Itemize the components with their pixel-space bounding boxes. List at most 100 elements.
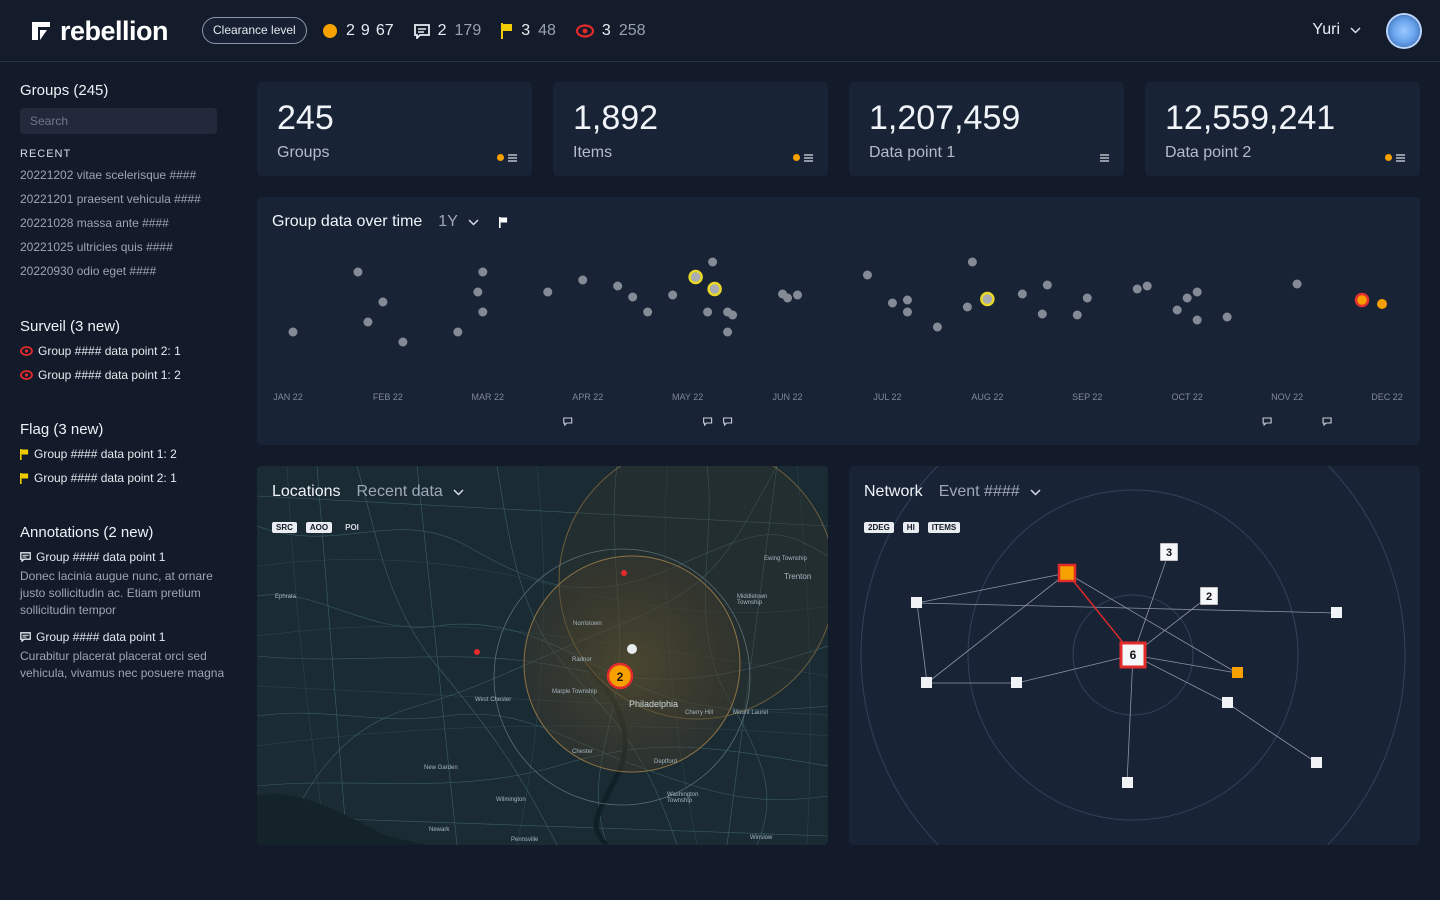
timeline-point[interactable] [708,257,718,267]
timeline-point[interactable] [902,307,912,317]
surveil-title[interactable]: Surveil (3 new) [20,318,121,335]
area-of-operation[interactable] [523,555,741,773]
annotation-marker-icon[interactable] [703,417,713,427]
recent-item[interactable]: 20220930 odio eget #### [20,264,157,278]
timeline-point[interactable] [613,281,623,291]
timeline-point[interactable] [1037,309,1047,319]
stat-card-data-point-2[interactable]: 12,559,241 Data point 2 [1145,82,1420,176]
timeline-point[interactable] [967,257,977,267]
network-node-labeled[interactable] [1159,542,1179,562]
stat-card-items[interactable]: 1,892 Items [553,82,828,176]
search-input[interactable]: Search [20,108,217,134]
timeline-point[interactable] [353,267,363,277]
groups-title[interactable]: Groups (245) [20,82,109,99]
network-graph[interactable]: 3 2 6 [849,466,1420,845]
network-node-surveil[interactable] [1057,563,1077,583]
menu-icon[interactable] [1100,154,1109,162]
timeline-point[interactable] [1222,312,1232,322]
timeline-point[interactable] [1082,293,1092,303]
recent-item[interactable]: 20221028 massa ante #### [20,216,169,230]
timeline-scatter-chart[interactable]: JAN 22 FEB 22 MAR 22 APR 22 MAY 22 JUN 22 JUL … [257,197,1420,445]
network-node[interactable] [1011,677,1022,688]
timeline-point-orange[interactable] [1377,299,1388,309]
flag-icon[interactable] [498,216,508,228]
surveil-item[interactable]: Group #### data point 2: 1 [20,343,240,359]
timeline-point[interactable] [1072,310,1082,320]
map-point[interactable] [474,649,480,655]
timeline-point[interactable] [378,297,388,307]
network-node[interactable] [1222,697,1233,708]
menu-icon[interactable] [804,154,813,162]
chevron-down-icon[interactable] [468,218,479,226]
timeline-point[interactable] [862,270,872,280]
avatar[interactable] [1388,15,1420,47]
network-node[interactable] [921,677,932,688]
network-node[interactable] [1122,777,1133,788]
timeline-point[interactable] [453,327,463,337]
annotation-marker-icon[interactable] [563,417,573,427]
annotation-item-title[interactable]: Group #### data point 1 [20,549,240,565]
chevron-down-icon[interactable] [1030,488,1041,496]
timeline-point[interactable] [962,302,972,312]
timeline-point[interactable] [1182,293,1192,303]
layer-chip-items[interactable]: ITEMS [927,522,961,533]
flag-title[interactable]: Flag (3 new) [20,421,104,438]
map-point[interactable] [627,644,637,654]
stat-card-data-point-1[interactable]: 1,207,459 Data point 1 [849,82,1124,176]
timeline-point-surveil[interactable] [1354,292,1370,308]
timeline-point[interactable] [887,298,897,308]
flag-item[interactable]: Group #### data point 2: 1 [20,470,240,486]
network-filter-select[interactable]: Event #### [938,483,1020,500]
annotation-marker-icon[interactable] [1322,417,1332,427]
annotation-item-title[interactable]: Group #### data point 1 [20,629,240,645]
timeline-point-flagged[interactable] [707,281,722,297]
recent-item[interactable]: 20221201 praesent vehicula #### [20,192,201,206]
timeline-point[interactable] [1142,281,1152,291]
clearance-level-button[interactable]: Clearance level [202,17,307,44]
timeline-point[interactable] [1017,289,1027,299]
network-node-center[interactable] [1119,641,1147,669]
recent-item[interactable]: 20221202 vitae scelerisque #### [20,168,197,182]
user-menu[interactable]: Yuri [1312,21,1361,39]
timeline-point-flagged[interactable] [980,291,995,307]
timeline-point[interactable] [703,307,713,317]
chevron-down-icon[interactable] [453,488,464,496]
layer-chip-poi[interactable]: POI [345,523,359,532]
stat-flags[interactable]: 3 48 [501,22,556,40]
map-point[interactable] [621,570,627,576]
locations-filter-select[interactable]: Recent data [356,483,443,500]
timeline-point[interactable] [1132,284,1142,294]
annotations-title[interactable]: Annotations (2 new) [20,524,154,541]
timeline-point[interactable] [478,307,488,317]
network-node[interactable] [911,597,922,608]
timeline-point[interactable] [578,275,588,285]
surveil-item[interactable]: Group #### data point 1: 2 [20,367,240,383]
network-node-labeled[interactable] [1199,586,1219,606]
timeline-point[interactable] [668,290,678,300]
timeline-point[interactable] [723,327,733,337]
recent-item[interactable]: 20221025 ultricies quis #### [20,240,173,254]
layer-chip-src[interactable]: SRC [272,522,297,533]
annotation-marker-icon[interactable] [723,417,733,427]
flag-item[interactable]: Group #### data point 1: 2 [20,446,240,462]
timeline-point[interactable] [363,317,373,327]
layer-chip-2deg[interactable]: 2DEG [864,522,894,533]
timeline-point[interactable] [543,287,553,297]
timeline-point[interactable] [288,327,298,337]
timeline-point[interactable] [793,290,803,300]
range-select[interactable]: 1Y [438,213,458,230]
stat-comments[interactable]: 2 179 [413,22,481,40]
layer-chip-hi[interactable]: HI [902,522,919,533]
timeline-point[interactable] [778,289,788,299]
stat-card-groups[interactable]: 245 Groups [257,82,532,176]
menu-icon[interactable] [508,154,517,162]
menu-icon[interactable] [1396,154,1405,162]
timeline-point[interactable] [478,267,488,277]
layer-chip-aoo[interactable]: AOO [305,522,333,533]
timeline-point-flagged[interactable] [688,269,703,285]
timeline-point[interactable] [1042,280,1052,290]
timeline-point[interactable] [398,337,408,347]
map-canvas[interactable]: 2 [257,466,828,845]
cluster-marker[interactable] [606,662,634,690]
brand-logo[interactable]: rebellion [30,16,169,46]
